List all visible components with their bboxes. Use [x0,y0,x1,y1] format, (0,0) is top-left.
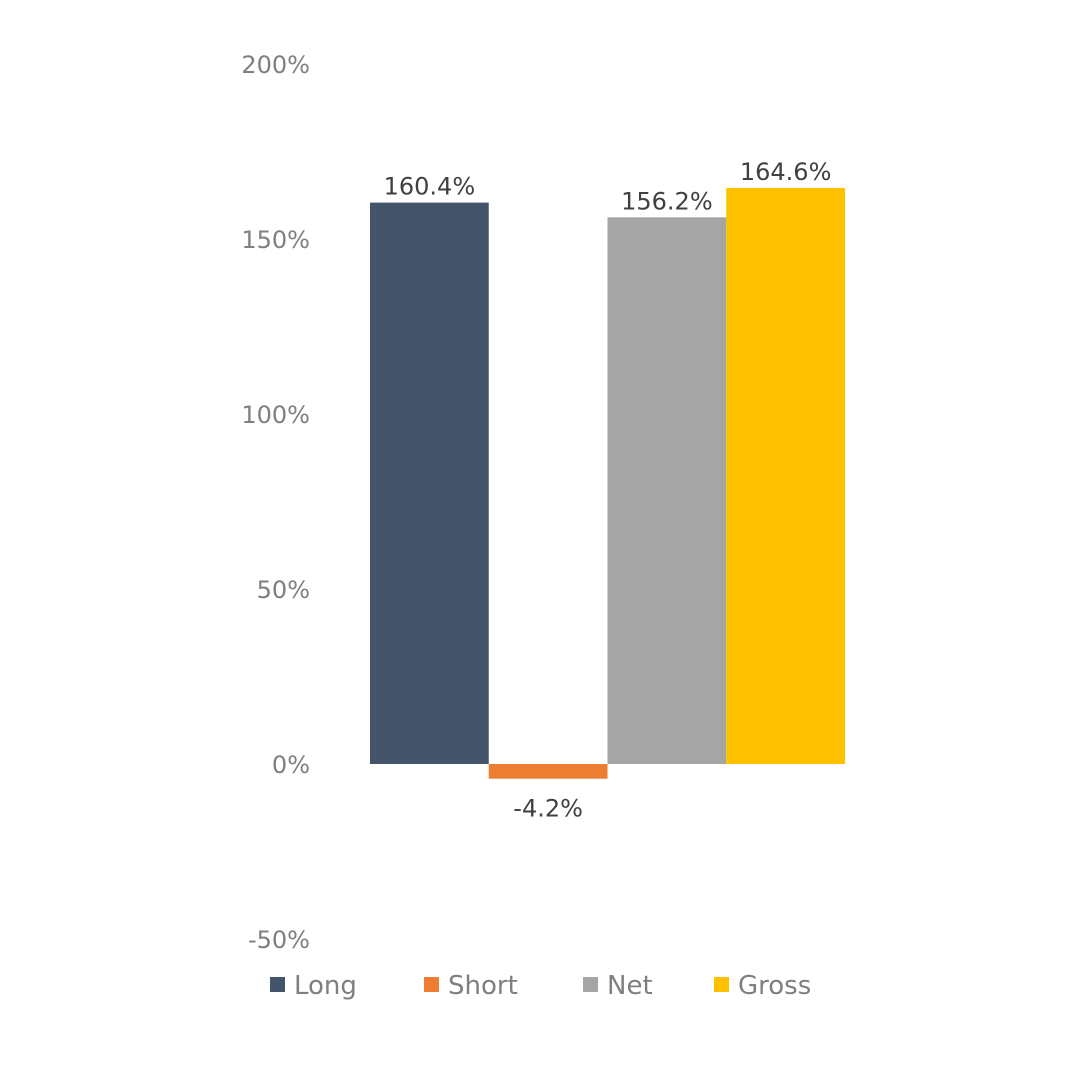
data-label: 160.4% [384,173,476,201]
y-tick-label: 200% [241,51,310,79]
y-tick-label: 50% [257,576,310,604]
legend-swatch-gross [714,977,729,992]
data-label: -4.2% [513,795,583,823]
y-tick-label: 0% [272,751,310,779]
bar-net [607,217,727,765]
legend-label: Long [294,971,357,1001]
data-label: 164.6% [740,158,832,186]
data-label: 156.2% [621,187,713,215]
legend-swatch-net [583,977,598,992]
legend-label: Gross [738,971,811,1001]
y-tick-label: 100% [241,401,310,429]
bar-short [488,764,608,779]
legend-label: Short [448,971,518,1001]
legend-swatch-long [270,977,285,992]
legend-label: Net [607,971,653,1001]
y-tick-label: 150% [241,226,310,254]
bar-gross [726,187,845,764]
bar-long [370,202,489,765]
y-tick-label: -50% [248,926,310,954]
legend-swatch-short [424,977,439,992]
